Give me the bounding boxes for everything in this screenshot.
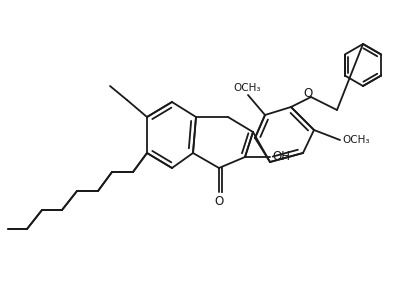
Text: O: O	[214, 195, 224, 208]
Text: OCH₃: OCH₃	[342, 135, 369, 145]
Text: O: O	[303, 87, 312, 100]
Text: OH: OH	[272, 151, 290, 163]
Text: OCH₃: OCH₃	[233, 83, 261, 93]
